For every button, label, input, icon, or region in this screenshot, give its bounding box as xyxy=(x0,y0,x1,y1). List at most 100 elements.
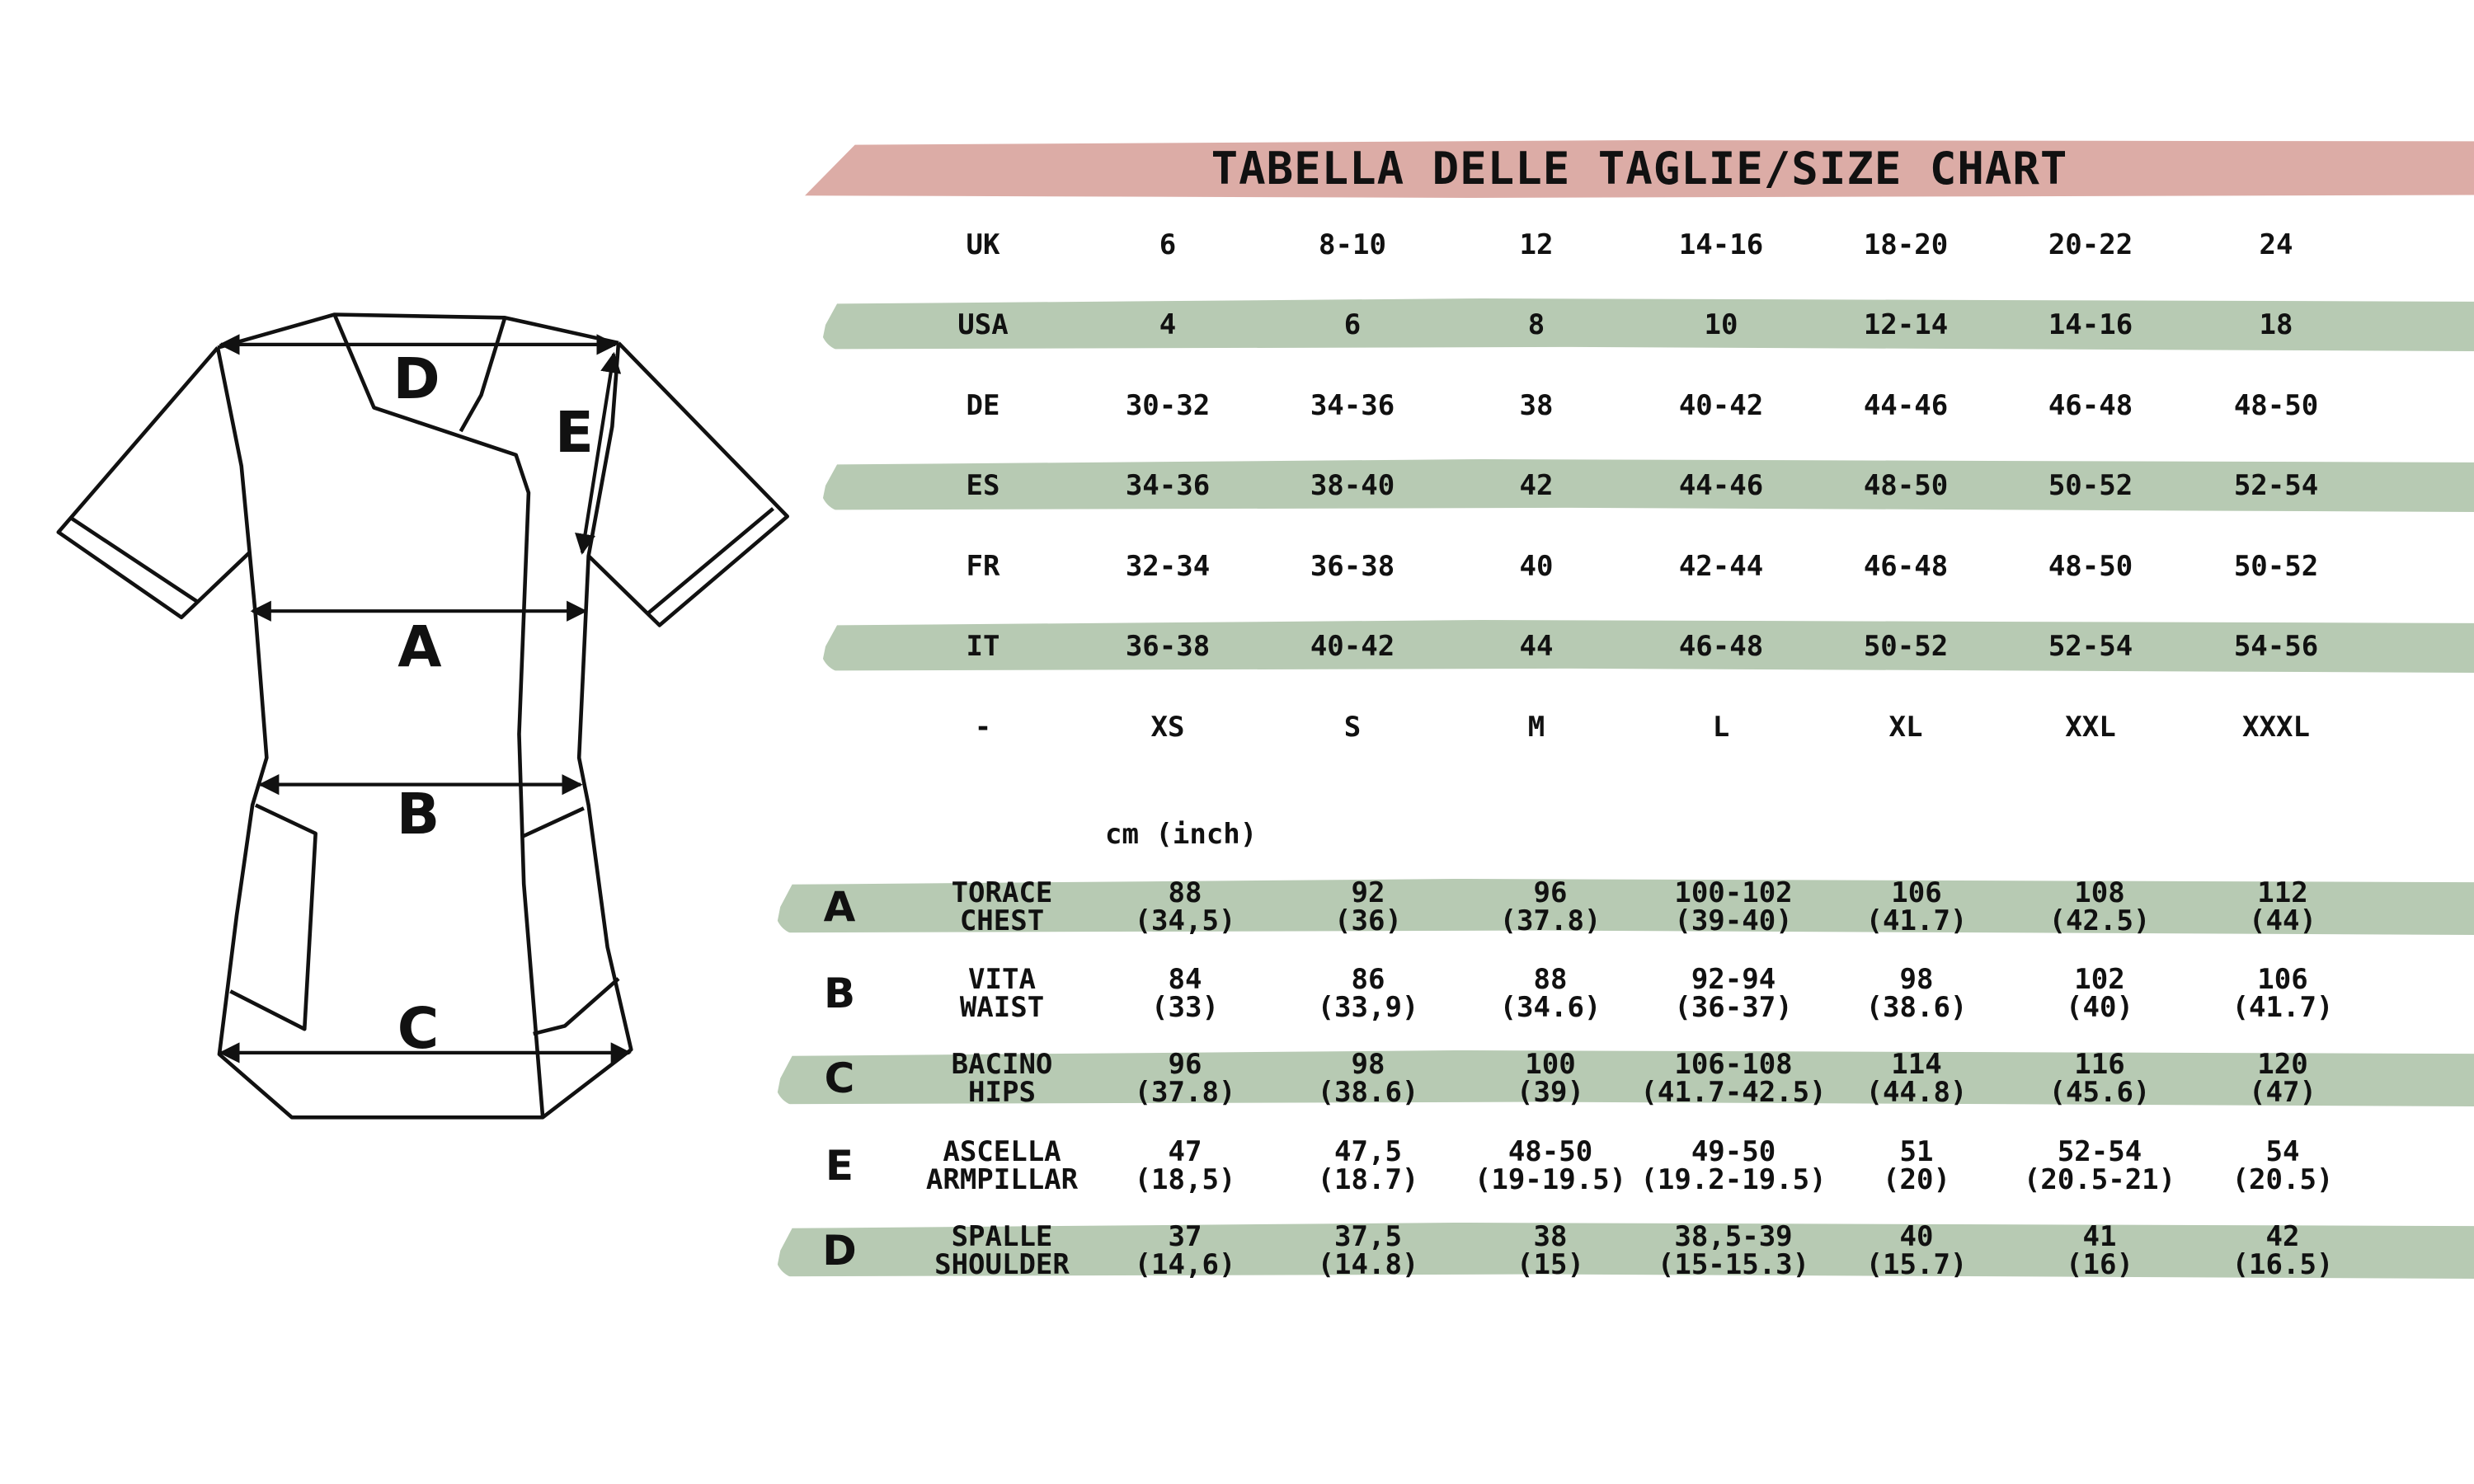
cell-line: 106 xyxy=(1891,876,1942,909)
cell-line: (34.6) xyxy=(1499,991,1602,1024)
page-title: TABELLA DELLE TAGLIE/SIZE CHART xyxy=(1211,143,2068,195)
measure-cell: 86 (33,9) xyxy=(1269,965,1467,1021)
cell-line: (37.8) xyxy=(1134,1076,1236,1109)
cell-line: 38,5-39 xyxy=(1674,1220,1793,1253)
measure-letter: D xyxy=(822,1227,857,1275)
size-row-label: UK xyxy=(966,228,1000,261)
measure-cell: 52-54 (20.5-21) xyxy=(2001,1138,2199,1194)
measure-cell: 88 (34.6) xyxy=(1451,965,1649,1021)
cell-line: (36-37) xyxy=(1674,991,1793,1024)
cell-line: 108 xyxy=(2074,876,2125,909)
measure-cell: 38,5-39 (15-15.3) xyxy=(1634,1223,1832,1279)
measure-cell: 98 (38.6) xyxy=(1269,1050,1467,1106)
cell-line: (16.5) xyxy=(2232,1248,2334,1281)
measure-cell: 54 (20.5) xyxy=(2184,1138,2382,1194)
cell-line: 112 xyxy=(2257,876,2308,909)
cell-line: (38.6) xyxy=(1865,991,1968,1024)
diagram-label-c: C xyxy=(397,996,440,1062)
size-cell: 36-38 xyxy=(1310,550,1395,583)
size-cell: 50-52 xyxy=(2048,469,2133,502)
measure-cell: 96 (37.8) xyxy=(1451,879,1649,935)
size-cell: 14-16 xyxy=(2048,308,2133,341)
cell-line: (15) xyxy=(1517,1248,1584,1281)
measure-cell: 92 (36) xyxy=(1269,879,1467,935)
cell-line: (20) xyxy=(1883,1163,1950,1196)
cell-line: 98 xyxy=(1899,963,1934,996)
unit-label: cm (inch) xyxy=(1105,818,1258,851)
size-cell: 52-54 xyxy=(2048,630,2133,663)
garment-outline xyxy=(56,312,790,1120)
size-cell: 10 xyxy=(1704,308,1738,341)
row-band xyxy=(821,620,2474,673)
size-cell: 20-22 xyxy=(2048,228,2133,261)
cell-line: 100 xyxy=(1525,1048,1576,1081)
cell-line: (36) xyxy=(1334,904,1402,937)
size-cell: 44 xyxy=(1519,630,1554,663)
size-cell: L xyxy=(1712,711,1730,744)
cell-line: 38 xyxy=(1533,1220,1568,1253)
measure-cell: 116 (45.6) xyxy=(2001,1050,2199,1106)
cell-line: TORACE xyxy=(951,876,1053,909)
measure-cell: 92-94 (36-37) xyxy=(1634,965,1832,1021)
size-cell: 18 xyxy=(2259,308,2293,341)
measure-label: BACINO HIPS xyxy=(903,1050,1101,1106)
measure-letter: A xyxy=(823,883,856,931)
size-cell: XXL xyxy=(2065,711,2116,744)
size-cell: 46-48 xyxy=(1863,550,1949,583)
measure-cell: 37,5 (14.8) xyxy=(1269,1223,1467,1279)
measure-cell: 106 (41.7) xyxy=(2184,965,2382,1021)
measure-label: SPALLE SHOULDER xyxy=(903,1223,1101,1279)
measure-cell: 112 (44) xyxy=(2184,879,2382,935)
cell-line: 92 xyxy=(1351,876,1385,909)
cell-line: (41.7) xyxy=(1865,904,1968,937)
diagram-label-e: E xyxy=(555,400,594,466)
cell-line: SHOULDER xyxy=(934,1248,1070,1281)
size-cell: 34-36 xyxy=(1310,389,1395,422)
cell-line: 37,5 xyxy=(1334,1220,1402,1253)
cell-line: 100-102 xyxy=(1674,876,1793,909)
cell-line: (18,5) xyxy=(1134,1163,1236,1196)
measure-cell: 100 (39) xyxy=(1451,1050,1649,1106)
title-band xyxy=(805,140,2474,198)
cell-line: 116 xyxy=(2074,1048,2125,1081)
size-cell: 34-36 xyxy=(1125,469,1211,502)
measure-cell: 114 (44.8) xyxy=(1818,1050,2015,1106)
row-band xyxy=(775,1050,2474,1106)
cell-line: 51 xyxy=(1899,1135,1934,1168)
size-cell: 6 xyxy=(1343,308,1362,341)
measure-cell: 49-50 (19.2-19.5) xyxy=(1634,1138,1832,1194)
cell-line: SPALLE xyxy=(951,1220,1053,1253)
measure-cell: 47 (18,5) xyxy=(1086,1138,1284,1194)
cell-line: ASCELLA xyxy=(943,1135,1061,1168)
measure-cell: 96 (37.8) xyxy=(1086,1050,1284,1106)
diagram-label-d: D xyxy=(393,346,440,412)
cell-line: WAIST xyxy=(959,991,1045,1024)
measure-cell: 88 (34,5) xyxy=(1086,879,1284,935)
cell-line: (33) xyxy=(1151,991,1219,1024)
measure-cell: 98 (38.6) xyxy=(1818,965,2015,1021)
measure-cell: 47,5 (18.7) xyxy=(1269,1138,1467,1194)
measure-label: TORACE CHEST xyxy=(903,879,1101,935)
cell-line: (20.5-21) xyxy=(2023,1163,2176,1196)
measure-label: ASCELLA ARMPILLAR xyxy=(903,1138,1101,1194)
size-cell: 48-50 xyxy=(1863,469,1949,502)
cell-line: (47) xyxy=(2249,1076,2316,1109)
measure-cell: 38 (15) xyxy=(1451,1223,1649,1279)
cell-line: 47 xyxy=(1168,1135,1202,1168)
size-row-label: ES xyxy=(966,469,1000,502)
diagram-label-b: B xyxy=(397,782,440,848)
size-cell: 50-52 xyxy=(2233,550,2319,583)
size-cell: 4 xyxy=(1159,308,1177,341)
size-cell: 14-16 xyxy=(1678,228,1764,261)
cell-line: 47,5 xyxy=(1334,1135,1402,1168)
measure-cell: 42 (16.5) xyxy=(2184,1223,2382,1279)
size-cell: 44-46 xyxy=(1863,389,1949,422)
size-row-label: - xyxy=(974,711,992,744)
size-cell: 38-40 xyxy=(1310,469,1395,502)
size-cell: 48-50 xyxy=(2048,550,2133,583)
cell-line: 88 xyxy=(1533,963,1568,996)
cell-line: (37.8) xyxy=(1499,904,1602,937)
size-cell: 30-32 xyxy=(1125,389,1211,422)
cell-line: (19.2-19.5) xyxy=(1640,1163,1827,1196)
size-cell: 42-44 xyxy=(1678,550,1764,583)
